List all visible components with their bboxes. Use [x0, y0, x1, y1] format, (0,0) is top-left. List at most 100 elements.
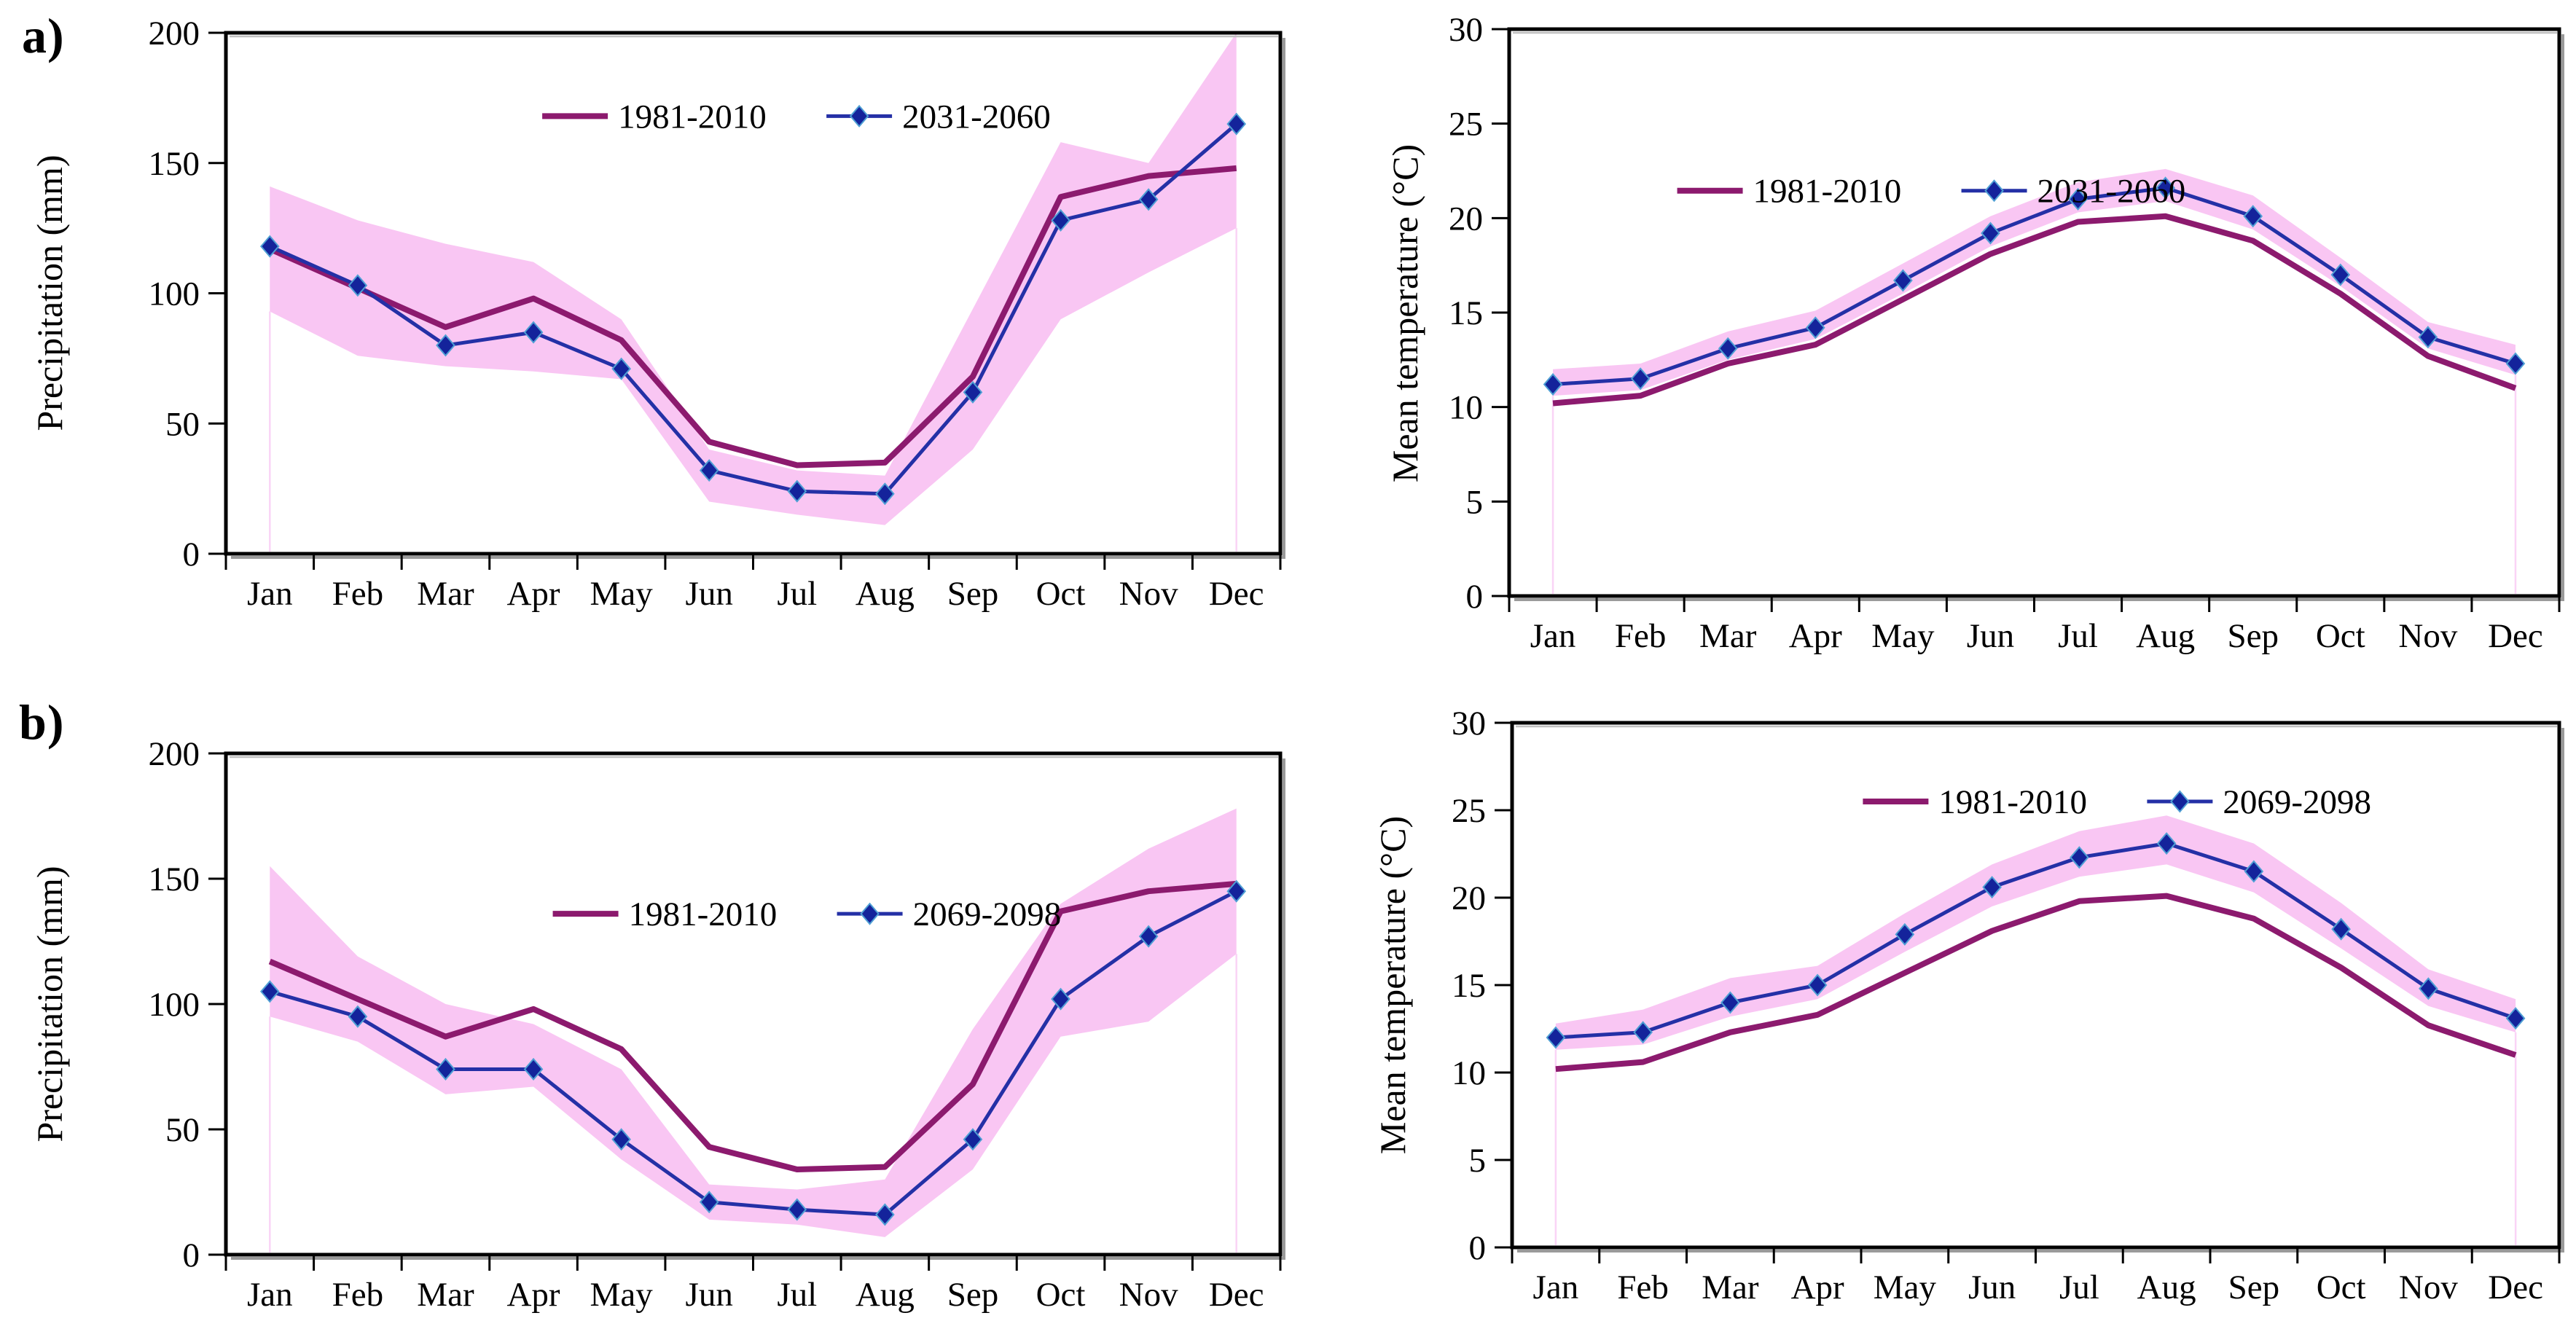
month-label: Nov: [2398, 617, 2457, 655]
diamond-marker: [963, 380, 983, 404]
y-tick-label: 200: [149, 735, 200, 773]
month-label: Mar: [417, 1276, 474, 1314]
diamond-marker: [2505, 352, 2526, 375]
diamond-marker: [2418, 326, 2438, 349]
y-tick-label: 150: [149, 860, 200, 898]
month-label: Nov: [2399, 1269, 2458, 1306]
future-series-line: [1555, 842, 2516, 1040]
y-tick-label: 15: [1452, 967, 1486, 1005]
month-label: Jun: [1967, 617, 2014, 655]
month-label: Dec: [1209, 575, 1264, 613]
legend: 1981-2010 2031-2060: [1677, 173, 2185, 211]
y-tick-label: 50: [165, 405, 200, 443]
month-label: Feb: [332, 575, 384, 613]
y-tick-label: 0: [183, 1236, 200, 1274]
y-tick-label: 150: [149, 145, 200, 183]
diamond-marker: [787, 1198, 807, 1221]
month-label: Jul: [2059, 1269, 2099, 1306]
diamond-marker: [787, 479, 807, 503]
y-tick-label: 15: [1449, 294, 1483, 332]
diamond-marker: [2330, 263, 2351, 286]
diamond-marker: [1720, 991, 1740, 1014]
month-label: Aug: [856, 575, 915, 613]
diamond-marker: [1893, 269, 1913, 292]
baseline-series-line: [1552, 213, 2517, 407]
month-label: Sep: [2227, 617, 2279, 655]
diamond-marker: [611, 357, 631, 380]
month-label: Jan: [247, 575, 293, 613]
y-tick-label: 10: [1452, 1054, 1486, 1092]
baseline-series-line: [268, 880, 1237, 1173]
month-label: Dec: [1209, 1276, 1264, 1314]
y-axis-title: Precipitation (mm): [29, 866, 70, 1142]
baseline-series-line: [268, 165, 1237, 469]
diamond-marker: [699, 1191, 719, 1214]
y-tick-label: 50: [165, 1111, 200, 1149]
diamond-marker: [1138, 188, 1159, 211]
month-label: Jan: [1530, 617, 1576, 655]
month-label: Feb: [1615, 617, 1667, 655]
y-tick-label: 100: [149, 986, 200, 1024]
uncertainty-band: [1553, 168, 2516, 396]
y-tick-label: 5: [1466, 483, 1484, 521]
diamond-marker: [1805, 316, 1825, 340]
month-label: Aug: [2137, 1269, 2196, 1306]
month-label: Aug: [856, 1276, 915, 1314]
panel-label-b: b): [19, 694, 65, 750]
month-label: Apr: [506, 1276, 560, 1314]
chart-b-precipitation: 0 50 100 150 200 Jan Feb Mar Apr May Jun Jul Aug Sep O…: [29, 735, 1285, 1314]
diamond-marker: [348, 274, 368, 297]
month-label: Nov: [1119, 575, 1178, 613]
chart-a-precipitation: 0 50 100 150 200 Jan Feb Mar Apr May Jun Jul Aug Sep O…: [29, 15, 1285, 613]
y-tick-label: 100: [149, 275, 200, 313]
month-label: Apr: [1791, 1269, 1844, 1306]
y-tick-label: 20: [1449, 200, 1483, 238]
month-label: Apr: [1789, 617, 1842, 655]
diamond-marker: [436, 334, 455, 357]
y-tick-label: 0: [1466, 578, 1484, 616]
diamond-marker: [699, 459, 719, 482]
y-tick-label: 30: [1452, 705, 1486, 742]
future-series-line: [269, 889, 1237, 1217]
month-label: Nov: [1119, 1276, 1178, 1314]
month-label: Feb: [332, 1276, 384, 1314]
month-label: Jul: [777, 575, 817, 613]
diamond-marker: [1543, 373, 1563, 396]
month-label: Sep: [2228, 1269, 2280, 1306]
diamond-marker: [348, 1005, 368, 1028]
diamond-marker: [2505, 1007, 2526, 1030]
diamond-marker: [1895, 922, 1915, 946]
y-tick-label: 25: [1449, 106, 1483, 144]
y-tick-label: 200: [149, 15, 200, 52]
baseline-series-line: [1555, 893, 2517, 1073]
y-axis-title: Mean temperature (°C): [1372, 816, 1413, 1154]
legend-diamond-icon: [1984, 179, 2004, 203]
legend: 1981-2010 2069-2098: [1863, 783, 2371, 821]
diamond-marker: [1630, 367, 1651, 391]
y-tick-label: 0: [183, 536, 200, 573]
diamond-marker: [523, 1057, 544, 1081]
legend: 1981-2010 2031-2060: [542, 98, 1051, 136]
diamond-marker: [1051, 208, 1070, 232]
month-label: Aug: [2136, 617, 2195, 655]
month-label: Sep: [947, 1276, 999, 1314]
legend-diamond-icon: [2170, 790, 2190, 813]
y-tick-label: 30: [1449, 11, 1483, 49]
diamond-marker: [963, 1128, 983, 1151]
diamond-marker: [2156, 832, 2177, 855]
legend-baseline-label: 1981-2010: [1753, 173, 1902, 211]
month-label: May: [1871, 617, 1935, 655]
month-label: Jul: [2058, 617, 2098, 655]
legend-future-label: 2069-2098: [2223, 783, 2371, 821]
chart-b-temperature: 0 5 10 15 20 25 30 Jan Feb Mar Apr May Jun Jul Aug Sep O…: [1372, 705, 2564, 1306]
diamond-marker: [2331, 917, 2351, 941]
month-label: Oct: [2316, 617, 2365, 655]
diamond-marker: [1982, 876, 2002, 899]
y-tick-label: 25: [1452, 792, 1486, 830]
y-axis-title: Precipitation (mm): [29, 154, 70, 431]
month-label: Oct: [1036, 1276, 1086, 1314]
legend-diamond-icon: [849, 104, 869, 128]
diamond-marker: [611, 1128, 631, 1151]
diamond-marker: [2068, 187, 2088, 211]
